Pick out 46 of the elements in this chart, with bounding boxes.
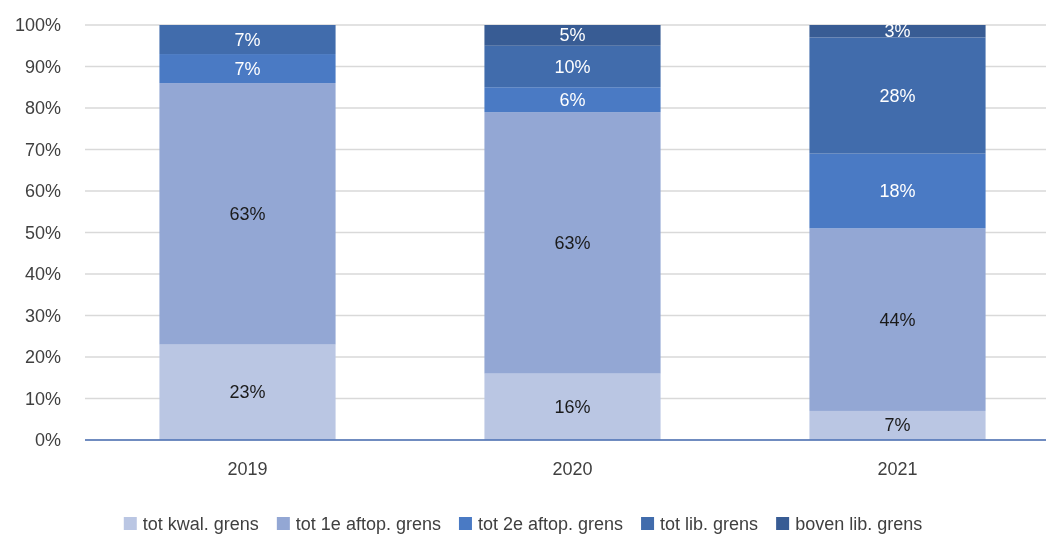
bar bbox=[809, 37, 986, 154]
y-tick-label: 50% bbox=[24, 222, 61, 243]
legend-label: boven lib. grens bbox=[795, 514, 923, 534]
y-tick-label: 30% bbox=[24, 305, 61, 326]
data-label: 18% bbox=[879, 181, 916, 201]
bar bbox=[484, 112, 661, 374]
data-label: 28% bbox=[879, 85, 916, 106]
data-label: 7% bbox=[234, 58, 261, 79]
data-label: 44% bbox=[879, 309, 916, 330]
data-label: 23% bbox=[229, 382, 266, 403]
data-label: 63% bbox=[229, 203, 266, 224]
y-tick-label: 80% bbox=[24, 98, 61, 119]
data-label: 6% bbox=[559, 89, 586, 110]
data-label: 3% bbox=[884, 21, 911, 42]
data-label: 16% bbox=[554, 396, 591, 417]
bar bbox=[159, 83, 336, 345]
y-tick-label: 20% bbox=[24, 347, 61, 368]
y-tick-label: 0% bbox=[34, 430, 61, 451]
bar bbox=[809, 153, 986, 229]
legend-label: tot lib. grens bbox=[660, 514, 759, 534]
legend-label: tot 1e aftop. grens bbox=[295, 514, 441, 534]
data-label: 63% bbox=[554, 232, 591, 253]
data-label: 5% bbox=[559, 25, 586, 46]
legend-label: tot 2e aftop. grens bbox=[477, 514, 624, 534]
y-tick-label: 100% bbox=[14, 15, 61, 36]
bar bbox=[159, 25, 336, 55]
bar bbox=[809, 228, 986, 411]
data-label: 7% bbox=[234, 29, 261, 50]
y-tick-label: 90% bbox=[24, 56, 61, 77]
legend-label: tot kwal. grens bbox=[142, 514, 259, 534]
x-tick-label: 2021 bbox=[877, 458, 918, 479]
y-tick-label: 60% bbox=[24, 181, 61, 202]
bar bbox=[484, 25, 661, 46]
bar bbox=[484, 373, 661, 440]
bar bbox=[484, 45, 661, 88]
bar bbox=[809, 410, 986, 440]
bar bbox=[484, 87, 661, 113]
bar bbox=[159, 344, 336, 440]
x-tick-label: 2019 bbox=[227, 458, 268, 479]
data-label: 10% bbox=[554, 56, 591, 77]
y-tick-label: 10% bbox=[24, 388, 61, 409]
bar bbox=[159, 54, 336, 84]
data-label: 7% bbox=[884, 415, 911, 436]
y-tick-label: 40% bbox=[24, 264, 61, 285]
y-tick-label: 70% bbox=[24, 139, 61, 160]
x-tick-label: 2020 bbox=[552, 458, 593, 479]
